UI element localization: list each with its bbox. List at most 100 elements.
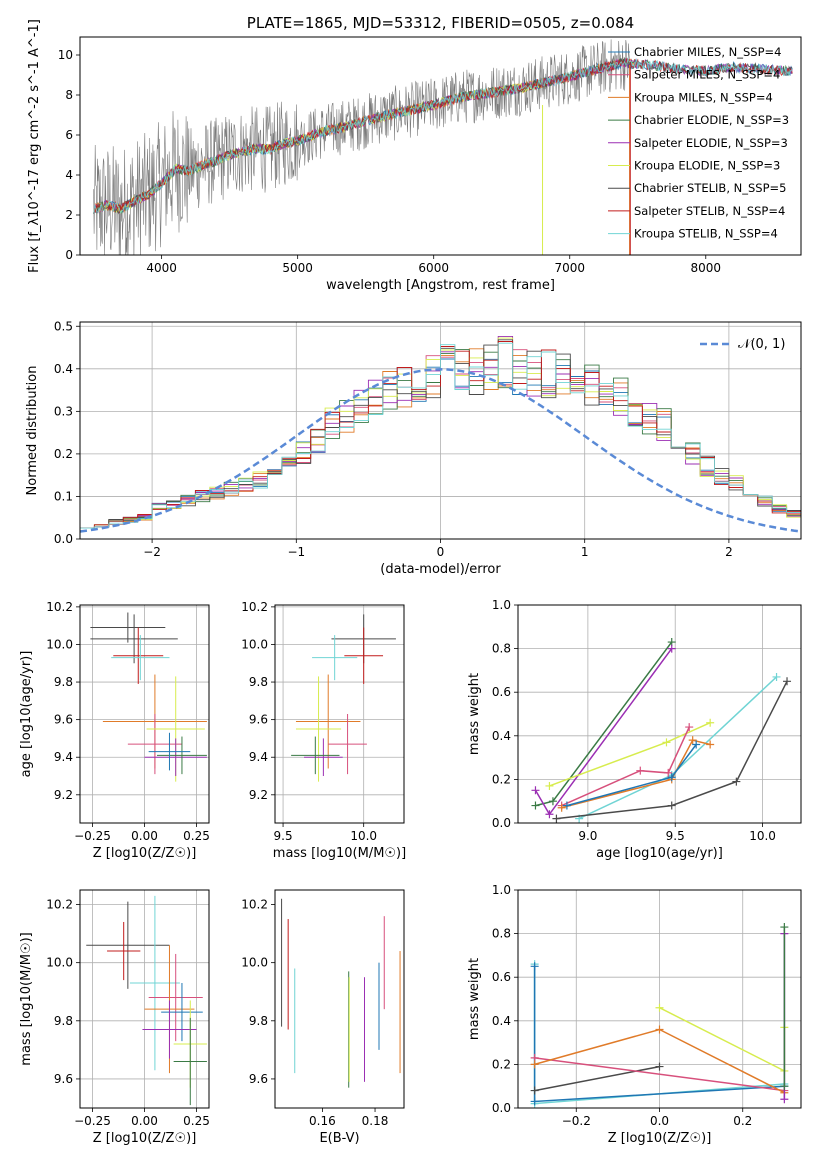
data-point	[655, 1025, 664, 1034]
data-point	[783, 677, 792, 686]
y-tick-label: 0.6	[492, 970, 511, 984]
weight-series-2	[534, 1065, 660, 1092]
x-tick-label: −0.25	[74, 829, 111, 843]
y-tick-label: 0.5	[54, 319, 73, 333]
y-tick-label: 0.2	[492, 772, 511, 786]
y-tick-label: 10.0	[46, 637, 73, 651]
data-point	[545, 781, 554, 790]
x-axis-label: Z [log10(Z/Z☉)]	[608, 1131, 712, 1146]
x-axis-label: mass [log10(M/M☉)]	[273, 846, 406, 861]
y-tick-label: 4	[65, 168, 73, 182]
legend-label: 𝒩(0, 1)	[738, 337, 785, 352]
data-point	[531, 786, 540, 795]
y-tick-label: 9.8	[249, 675, 268, 689]
y-tick-label: 10.2	[241, 600, 268, 614]
weight-vs-metallicity-panel: −0.2 0.0 0.2 0.0 0.2 0.4 0.6 0.8 1.0 Z [log10(Z/Z…	[467, 883, 802, 1146]
data-point	[557, 803, 566, 812]
x-axis-label: (data-model)/error	[380, 562, 501, 577]
x-tick-label: 2	[725, 545, 733, 559]
data-point	[530, 1086, 539, 1095]
y-tick-label: 9.8	[54, 675, 73, 689]
data-point	[562, 801, 571, 810]
legend-label: Kroupa STELIB, N_SSP=4	[634, 227, 778, 241]
data-point	[548, 797, 557, 806]
y-tick-label: 6	[65, 128, 73, 142]
y-tick-label: 10.2	[241, 898, 268, 912]
y-tick-label: 2	[65, 208, 73, 222]
data-point	[655, 1062, 664, 1071]
data-point	[732, 777, 741, 786]
x-axis-label: wavelength [Angstrom, rest frame]	[326, 278, 555, 293]
y-tick-label: 1.0	[492, 598, 511, 612]
weight-series-5	[561, 726, 690, 807]
data-point	[667, 801, 676, 810]
weight-series-0	[535, 641, 673, 807]
y-tick-label: 0.8	[492, 642, 511, 656]
x-tick-label: 6000	[418, 261, 449, 275]
data-point	[772, 672, 781, 681]
age-vs-mass-panel: 9.5 10.0 9.2 9.4 9.6 9.8 10.0 10.2 mass [log10(M…	[241, 600, 406, 861]
y-tick-label: 9.8	[54, 1014, 73, 1028]
data-point	[636, 766, 645, 775]
x-tick-label: 1	[581, 545, 589, 559]
x-tick-label: 0.18	[362, 1114, 389, 1128]
y-axis-label: age [log10(age/yr)]	[19, 651, 34, 778]
axes-frame	[517, 889, 802, 1109]
data-point	[531, 801, 540, 810]
spectrum-panel: 4000 5000 6000 7000 8000 0 2 4 6 8 10 wavelength [A…	[27, 14, 802, 293]
weight-series-1	[534, 648, 673, 816]
data-point	[685, 723, 694, 732]
data-point	[706, 740, 715, 749]
x-tick-label: 9.5	[274, 829, 293, 843]
weight-vs-age-panel: 9.0 9.5 10.0 0.0 0.2 0.4 0.6 0.8 1.0 age [log10(a…	[467, 598, 802, 861]
y-tick-label: 0	[65, 248, 73, 262]
axes-frame	[79, 604, 210, 824]
data-point	[545, 810, 554, 819]
data-point	[692, 740, 701, 749]
axes-frame	[274, 604, 405, 824]
legend-label: Salpeter ELODIE, N_SSP=3	[634, 136, 788, 150]
x-tick-label: 0.16	[309, 1114, 336, 1128]
y-tick-label: 9.6	[54, 713, 73, 727]
y-tick-label: 9.4	[54, 750, 73, 764]
data-point	[530, 1097, 539, 1106]
legend-label: Kroupa MILES, N_SSP=4	[634, 90, 773, 104]
x-axis-label: age [log10(age/yr)]	[596, 846, 723, 861]
model-spectrum-8	[93, 56, 793, 215]
weight-series-4	[556, 680, 788, 820]
y-tick-label: 0.4	[54, 362, 73, 376]
axes-frame	[274, 889, 405, 1109]
x-tick-label: −0.2	[562, 1114, 591, 1128]
y-axis-label: mass weight	[467, 673, 482, 755]
weight-series-3	[578, 676, 778, 820]
y-tick-label: 9.6	[249, 713, 268, 727]
y-tick-label: 10.0	[241, 956, 268, 970]
legend-label: Kroupa ELODIE, N_SSP=3	[634, 159, 780, 173]
data-point	[530, 962, 539, 971]
axes-frame	[79, 889, 210, 1109]
y-tick-label: 0.2	[54, 447, 73, 461]
y-tick-label: 10.2	[46, 600, 73, 614]
y-tick-label: 8	[65, 88, 73, 102]
legend-label: Chabrier ELODIE, N_SSP=3	[634, 113, 789, 127]
y-axis-label: Normed distribution	[25, 366, 40, 496]
x-tick-label: 8000	[691, 261, 722, 275]
y-tick-label: 0.3	[54, 404, 73, 418]
y-tick-label: 9.6	[54, 1072, 73, 1086]
mass-vs-metallicity-panel: −0.25 0.00 0.25 9.6 9.8 10.0 10.2 Z [log10(Z/Z☉…	[19, 889, 210, 1146]
y-tick-label: 10.0	[46, 956, 73, 970]
y-tick-label: 0.0	[54, 532, 73, 546]
y-tick-label: 0.0	[492, 1101, 511, 1115]
observed-spectrum	[93, 39, 631, 255]
x-axis-label: E(B-V)	[319, 1131, 359, 1146]
data-point	[780, 1082, 789, 1091]
data-point	[667, 773, 676, 782]
y-tick-label: 9.2	[54, 788, 73, 802]
normal-curve	[79, 368, 802, 533]
y-axis-label: mass weight	[467, 958, 482, 1040]
y-tick-label: 10	[58, 48, 73, 62]
legend-label: Chabrier MILES, N_SSP=4	[634, 45, 781, 59]
data-point	[530, 1060, 539, 1069]
y-tick-label: 1.0	[492, 883, 511, 897]
